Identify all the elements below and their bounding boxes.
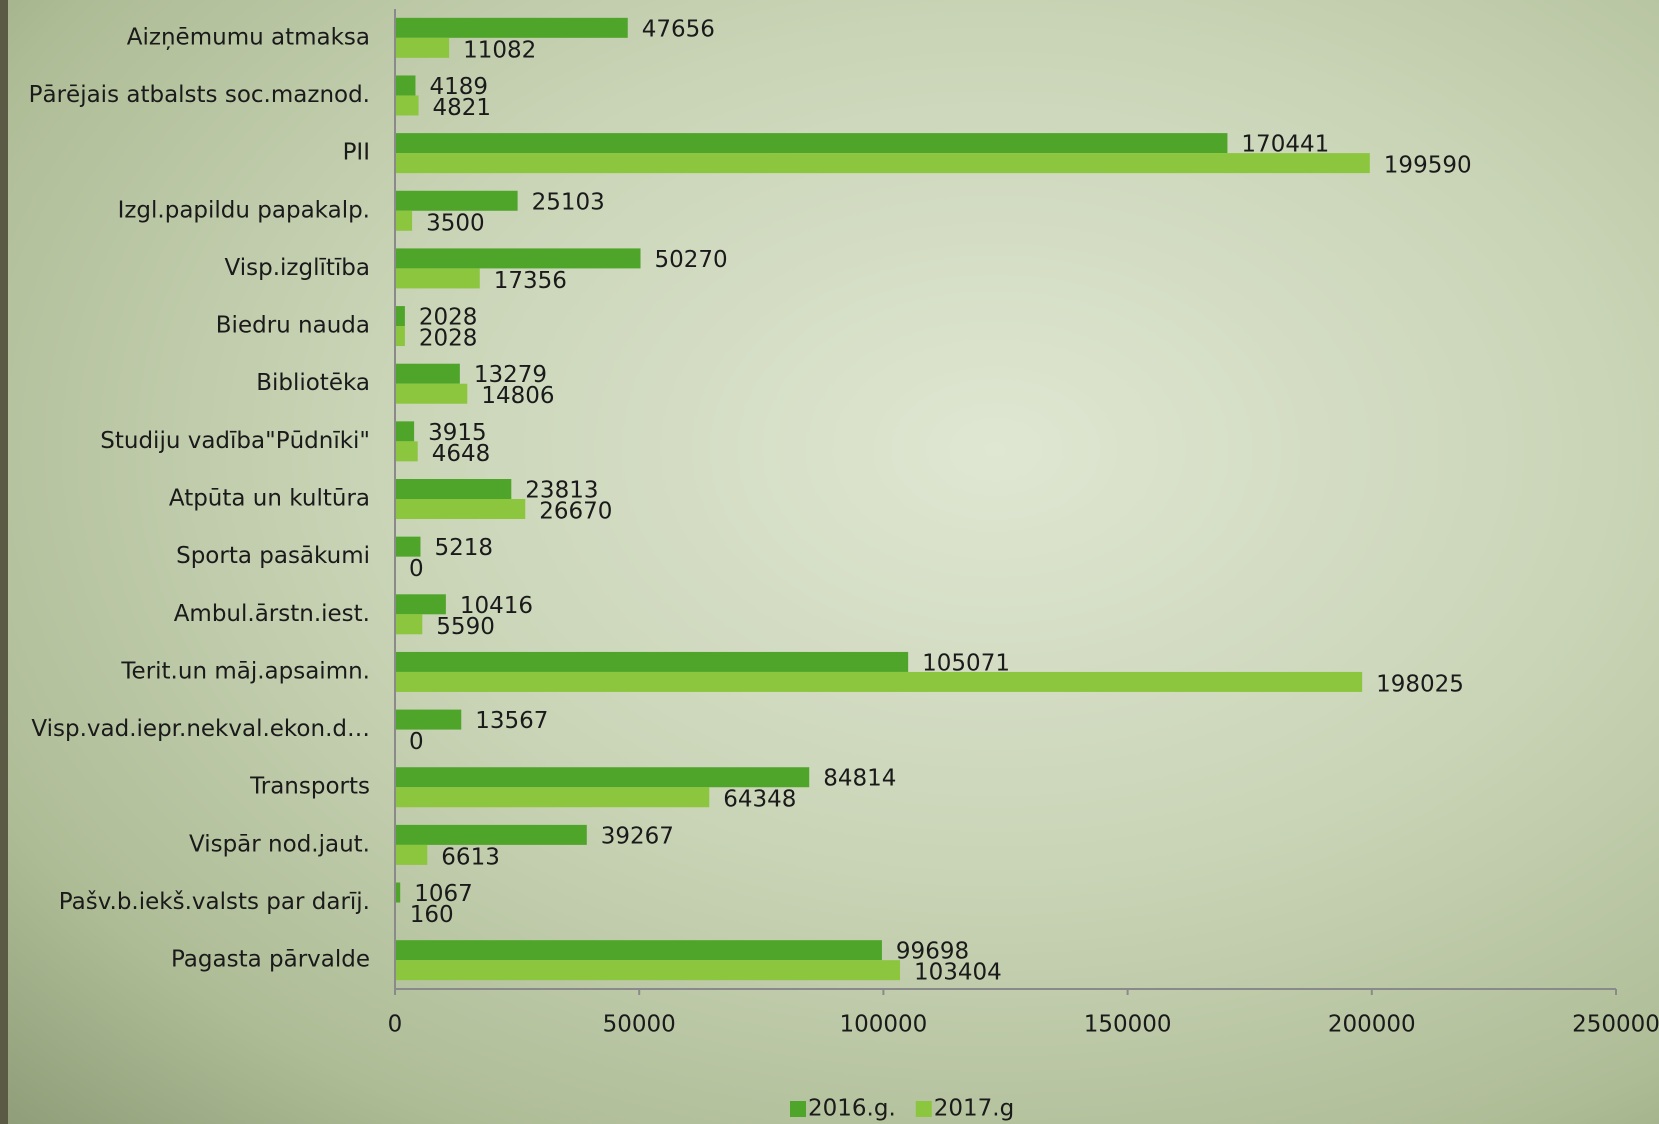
y-tick-label: Aizņēmumu atmaksa [127, 24, 370, 50]
value-label: 0 [409, 729, 424, 755]
bar [395, 95, 419, 116]
bar [395, 383, 468, 404]
bar [395, 479, 512, 499]
value-label: 23813 [525, 478, 598, 504]
legend-label: 2016.g. [808, 1096, 896, 1122]
y-tick-label: Vispār nod.jaut. [189, 831, 370, 857]
y-tick-label: Terit.un māj.apsaimn. [120, 658, 370, 684]
x-tick-label: 150000 [1084, 1012, 1172, 1038]
y-tick-label: Transports [249, 774, 370, 800]
value-label: 17356 [494, 268, 567, 294]
y-tick-label: Visp.vad.iepr.nekval.ekon.d… [31, 716, 370, 742]
bar [395, 844, 428, 865]
bar [395, 268, 480, 289]
bar [395, 594, 446, 615]
value-label: 2028 [419, 326, 478, 352]
bar [395, 37, 450, 58]
x-tick-label: 100000 [839, 1012, 927, 1038]
y-tick-label: Izgl.papildu papakalp. [118, 197, 370, 223]
bar [395, 940, 882, 961]
value-label: 26670 [539, 499, 612, 525]
value-label: 13567 [475, 708, 548, 734]
bar [395, 614, 423, 635]
x-tick-label: 200000 [1328, 1012, 1416, 1038]
value-label: 0 [409, 556, 424, 582]
bar [395, 671, 1363, 692]
value-label: 39267 [601, 823, 674, 849]
value-label: 2028 [419, 305, 478, 331]
bar [395, 767, 810, 788]
bar [395, 960, 901, 981]
y-tick-label: Sporta pasākumi [176, 543, 370, 569]
bar [395, 363, 460, 384]
legend-label: 2017.g [934, 1096, 1014, 1122]
x-tick-label: 0 [388, 1012, 403, 1038]
y-tick-label: Pārējais atbalsts soc.maznod. [29, 82, 370, 108]
value-label: 50270 [655, 247, 728, 273]
legend-swatch [790, 1101, 806, 1117]
bar [395, 75, 416, 96]
legend-swatch [915, 1101, 932, 1117]
value-label: 64348 [723, 787, 796, 813]
bar [395, 133, 1228, 154]
value-label: 6613 [441, 844, 500, 870]
y-tick-label: Studiju vadība"Pūdnīki" [100, 428, 370, 454]
value-label: 198025 [1376, 671, 1464, 697]
value-label: 4648 [432, 441, 491, 467]
bar [395, 709, 462, 730]
value-label: 13279 [474, 362, 547, 388]
y-tick-label: PII [343, 140, 370, 166]
y-tick-label: Bibliotēka [256, 370, 370, 396]
value-label: 5218 [434, 535, 493, 561]
x-tick-label: 250000 [1572, 1012, 1659, 1038]
value-label: 5590 [436, 614, 495, 640]
bar [395, 190, 518, 211]
y-tick-label: Visp.izglītība [225, 255, 370, 281]
value-label: 47656 [642, 16, 715, 42]
value-label: 25103 [532, 189, 605, 215]
value-label: 84814 [823, 766, 896, 792]
x-tick-label: 50000 [603, 1012, 676, 1038]
bar [395, 787, 710, 808]
value-label: 199590 [1384, 153, 1472, 179]
bar [395, 17, 628, 38]
y-tick-label: Pašv.b.iekš.valsts par darīj. [59, 889, 370, 915]
value-label: 11082 [463, 37, 536, 63]
bar [395, 651, 909, 672]
bar [395, 824, 587, 845]
value-label: 3915 [428, 420, 487, 446]
bar [395, 306, 405, 327]
value-label: 160 [410, 902, 454, 928]
y-tick-label: Atpūta un kultūra [169, 486, 370, 512]
bar [395, 153, 1370, 174]
left-edge [0, 0, 8, 1124]
value-label: 103404 [914, 960, 1002, 986]
bar [395, 536, 421, 557]
y-tick-label: Ambul.ārstn.iest. [174, 601, 370, 627]
bar [395, 421, 415, 442]
value-label: 4189 [429, 74, 488, 100]
value-label: 1067 [414, 881, 473, 907]
bar [395, 326, 405, 347]
y-tick-label: Pagasta pārvalde [171, 947, 370, 973]
y-tick-label: Biedru nauda [216, 313, 370, 339]
value-label: 99698 [896, 939, 969, 965]
value-label: 14806 [481, 383, 554, 409]
bar [395, 882, 401, 903]
value-label: 10416 [460, 593, 533, 619]
value-label: 3500 [426, 210, 485, 236]
bar [395, 210, 413, 231]
bar [395, 499, 526, 519]
value-label: 4821 [433, 95, 492, 121]
bar [395, 441, 418, 462]
bar [395, 248, 641, 269]
